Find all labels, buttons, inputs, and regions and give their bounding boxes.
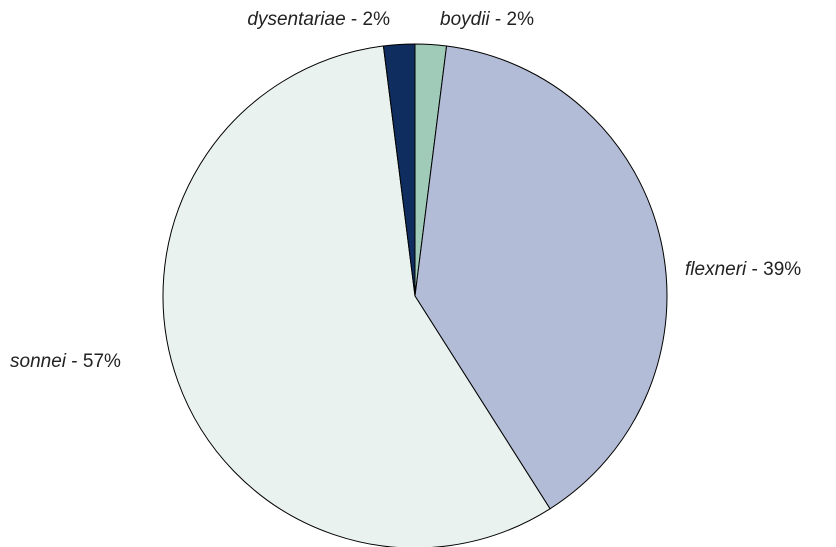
category-name: boydii <box>440 9 490 30</box>
label-separator: - <box>746 259 763 280</box>
label-separator: - <box>346 9 363 30</box>
category-name: sonnei <box>10 351 67 372</box>
value-label: 39% <box>763 259 801 280</box>
category-name: flexneri <box>685 259 747 280</box>
pie-slice <box>162 45 551 547</box>
slice-label: sonnei - 57% <box>10 351 121 372</box>
slice-label: dysentariae - 2% <box>247 9 390 30</box>
value-label: 2% <box>507 9 535 30</box>
label-separator: - <box>66 351 83 372</box>
value-label: 57% <box>83 351 121 372</box>
slice-label: flexneri - 39% <box>685 259 801 280</box>
slice-label: boydii - 2% <box>440 9 534 30</box>
category-name: dysentariae <box>247 9 345 30</box>
value-label: 2% <box>363 9 391 30</box>
label-separator: - <box>490 9 507 30</box>
pie-slice <box>414 45 668 510</box>
pie-slice <box>382 43 416 297</box>
